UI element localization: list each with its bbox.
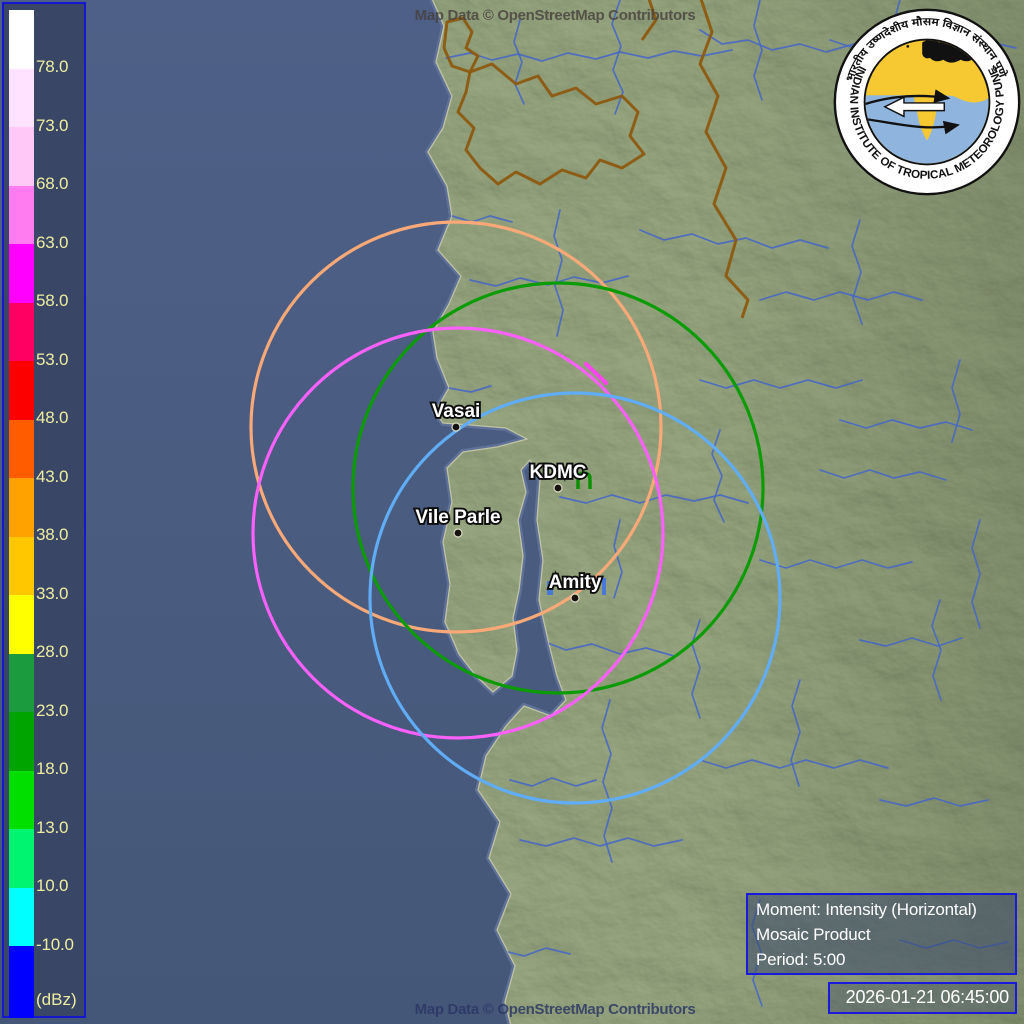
radar-range-ring-amity <box>368 391 782 805</box>
radar-range-rings <box>249 220 782 805</box>
colorbar-tick-label: 73.0 <box>36 115 69 135</box>
radar-site-marker-vasai <box>451 422 461 432</box>
colorbar-segment <box>9 712 34 771</box>
colorbar-segment <box>9 68 34 127</box>
logo-white-arrow <box>883 96 945 118</box>
map-attribution-top: Map Data © OpenStreetMap Contributors <box>414 7 696 24</box>
colorbar-tick-label: 38.0 <box>36 525 69 544</box>
colorbar-tick-label: 63.0 <box>36 232 69 252</box>
reflectivity-scale-panel <box>2 2 86 1018</box>
radar-site-marker-amity <box>570 593 580 603</box>
hydrography-layer <box>442 0 1017 1007</box>
radar-site-marker-vile-parle <box>453 528 463 538</box>
district-boundaries <box>442 0 750 319</box>
radar-site-labels: Vasai KDMC Vile Parle Amity <box>413 399 604 603</box>
colorbar-tick-label: -10.0 <box>36 934 74 954</box>
radar-site-label-amity: Amity <box>549 572 602 593</box>
rivers <box>445 0 1017 1007</box>
colorbar-tick-label: 33.0 <box>36 583 69 603</box>
colorbar-segment <box>9 829 34 888</box>
radar-echo <box>584 362 608 385</box>
colorbar-segment <box>9 770 34 829</box>
colorbar-unit-label: (dBz) <box>36 990 77 1009</box>
logo-monsoon-arrow-lower <box>865 116 960 135</box>
radar-site-marker-kdmc <box>553 483 563 493</box>
colorbar-segment <box>9 595 34 654</box>
logo-monsoon-arrow-upper <box>865 89 951 111</box>
radar-site-label-kdmc: KDMC <box>530 462 587 483</box>
radar-site-label-vasai: Vasai <box>432 401 481 422</box>
colorbar-tick-label: 43.0 <box>36 466 69 486</box>
iitm-logo: भारतीय उष्णदेशीय मौसम विज्ञान संस्थान पु… <box>833 8 1021 196</box>
colorbar-tick-label: 23.0 <box>36 700 69 720</box>
radar-range-ring-vasai <box>249 220 663 634</box>
colorbar-segment <box>9 887 34 946</box>
colorbar-segment <box>9 127 34 186</box>
colorbar-segment <box>9 361 34 420</box>
map-attribution-bottom: Map Data © OpenStreetMap Contributors <box>414 1001 696 1018</box>
colorbar-segment <box>9 185 34 244</box>
colorbar-segment <box>9 536 34 595</box>
reflectivity-colorbar <box>9 10 34 1019</box>
colorbar-segment <box>9 10 34 69</box>
radar-range-ring-vile-parle <box>251 326 665 740</box>
colorbar-segment <box>9 946 34 1018</box>
radar-range-ring-kdmc <box>351 281 765 695</box>
colorbar-tick-label: 68.0 <box>36 174 69 193</box>
colorbar-tick-label: 10.0 <box>36 876 69 895</box>
colorbar-segment <box>9 244 34 303</box>
colorbar-segment <box>9 419 34 478</box>
info-moment: Moment: Intensity (Horizontal) <box>756 900 977 919</box>
colorbar-tick-label: 78.0 <box>36 57 69 76</box>
colorbar-tick-label: 58.0 <box>36 291 69 310</box>
info-product: Mosaic Product <box>756 925 871 944</box>
colorbar-segment <box>9 478 34 537</box>
map-underlabel-marks <box>547 471 606 595</box>
colorbar-tick-label: 13.0 <box>36 817 69 837</box>
colorbar-tick-label: 53.0 <box>36 349 69 369</box>
colorbar-tick-label: 48.0 <box>36 408 69 427</box>
product-info-box: Moment: Intensity (Horizontal) Mosaic Pr… <box>746 893 1017 975</box>
radar-site-label-vile-parle: Vile Parle <box>415 507 500 528</box>
timestamp-box: 2026-01-21 06:45:00 <box>828 982 1017 1014</box>
colorbar-tick-label: 28.0 <box>36 642 69 661</box>
colorbar-segment <box>9 302 34 361</box>
colorbar-segment <box>9 653 34 712</box>
info-period: Period: 5:00 <box>756 950 846 969</box>
colorbar-tick-label: 18.0 <box>36 759 69 778</box>
